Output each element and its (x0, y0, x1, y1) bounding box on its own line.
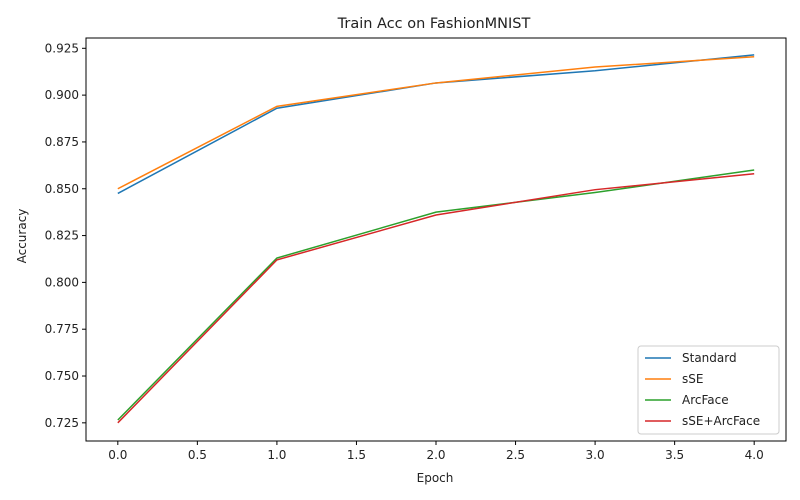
y-axis-title: Accuracy (15, 209, 29, 264)
series-line-sse-arcface (117, 173, 755, 424)
x-tick-label: 3.5 (665, 448, 684, 462)
legend-label: Standard (682, 351, 737, 365)
x-tick-label: 3.0 (586, 448, 605, 462)
x-tick-label: 0.0 (108, 448, 127, 462)
series-lines (117, 54, 755, 424)
x-axis-title: Epoch (417, 471, 454, 485)
y-tick-label: 0.900 (45, 88, 79, 102)
x-tick-label: 2.5 (506, 448, 525, 462)
x-tick-label: 0.5 (188, 448, 207, 462)
y-tick-label: 0.800 (45, 275, 79, 289)
y-tick-label: 0.925 (45, 41, 79, 55)
x-tick-label: 4.0 (745, 448, 764, 462)
x-tick-label: 1.0 (267, 448, 286, 462)
x-tick-label: 1.5 (347, 448, 366, 462)
x-axis: 0.0 0.5 1.0 1.5 2.0 2.5 3.0 3.5 4.0 (108, 441, 764, 462)
legend-label: ArcFace (682, 393, 729, 407)
y-tick-label: 0.750 (45, 369, 79, 383)
y-tick-label: 0.875 (45, 135, 79, 149)
y-tick-label: 0.775 (45, 322, 79, 336)
legend-label: sSE+ArcFace (682, 414, 760, 428)
y-tick-label: 0.850 (45, 182, 79, 196)
y-tick-label: 0.825 (45, 229, 79, 243)
legend-box (637, 345, 780, 435)
series-line-standard (117, 54, 755, 195)
legend-label: sSE (682, 372, 703, 386)
legend: Standard sSE ArcFace sSE+ArcFace (637, 345, 780, 435)
chart-title: Train Acc on FashionMNIST (337, 16, 531, 32)
y-tick-label: 0.725 (45, 416, 79, 430)
x-tick-label: 2.0 (426, 448, 445, 462)
y-axis: 0.725 0.750 0.775 0.800 0.825 0.850 0.875 0.900… (45, 41, 86, 430)
series-line-sse (117, 55, 755, 190)
